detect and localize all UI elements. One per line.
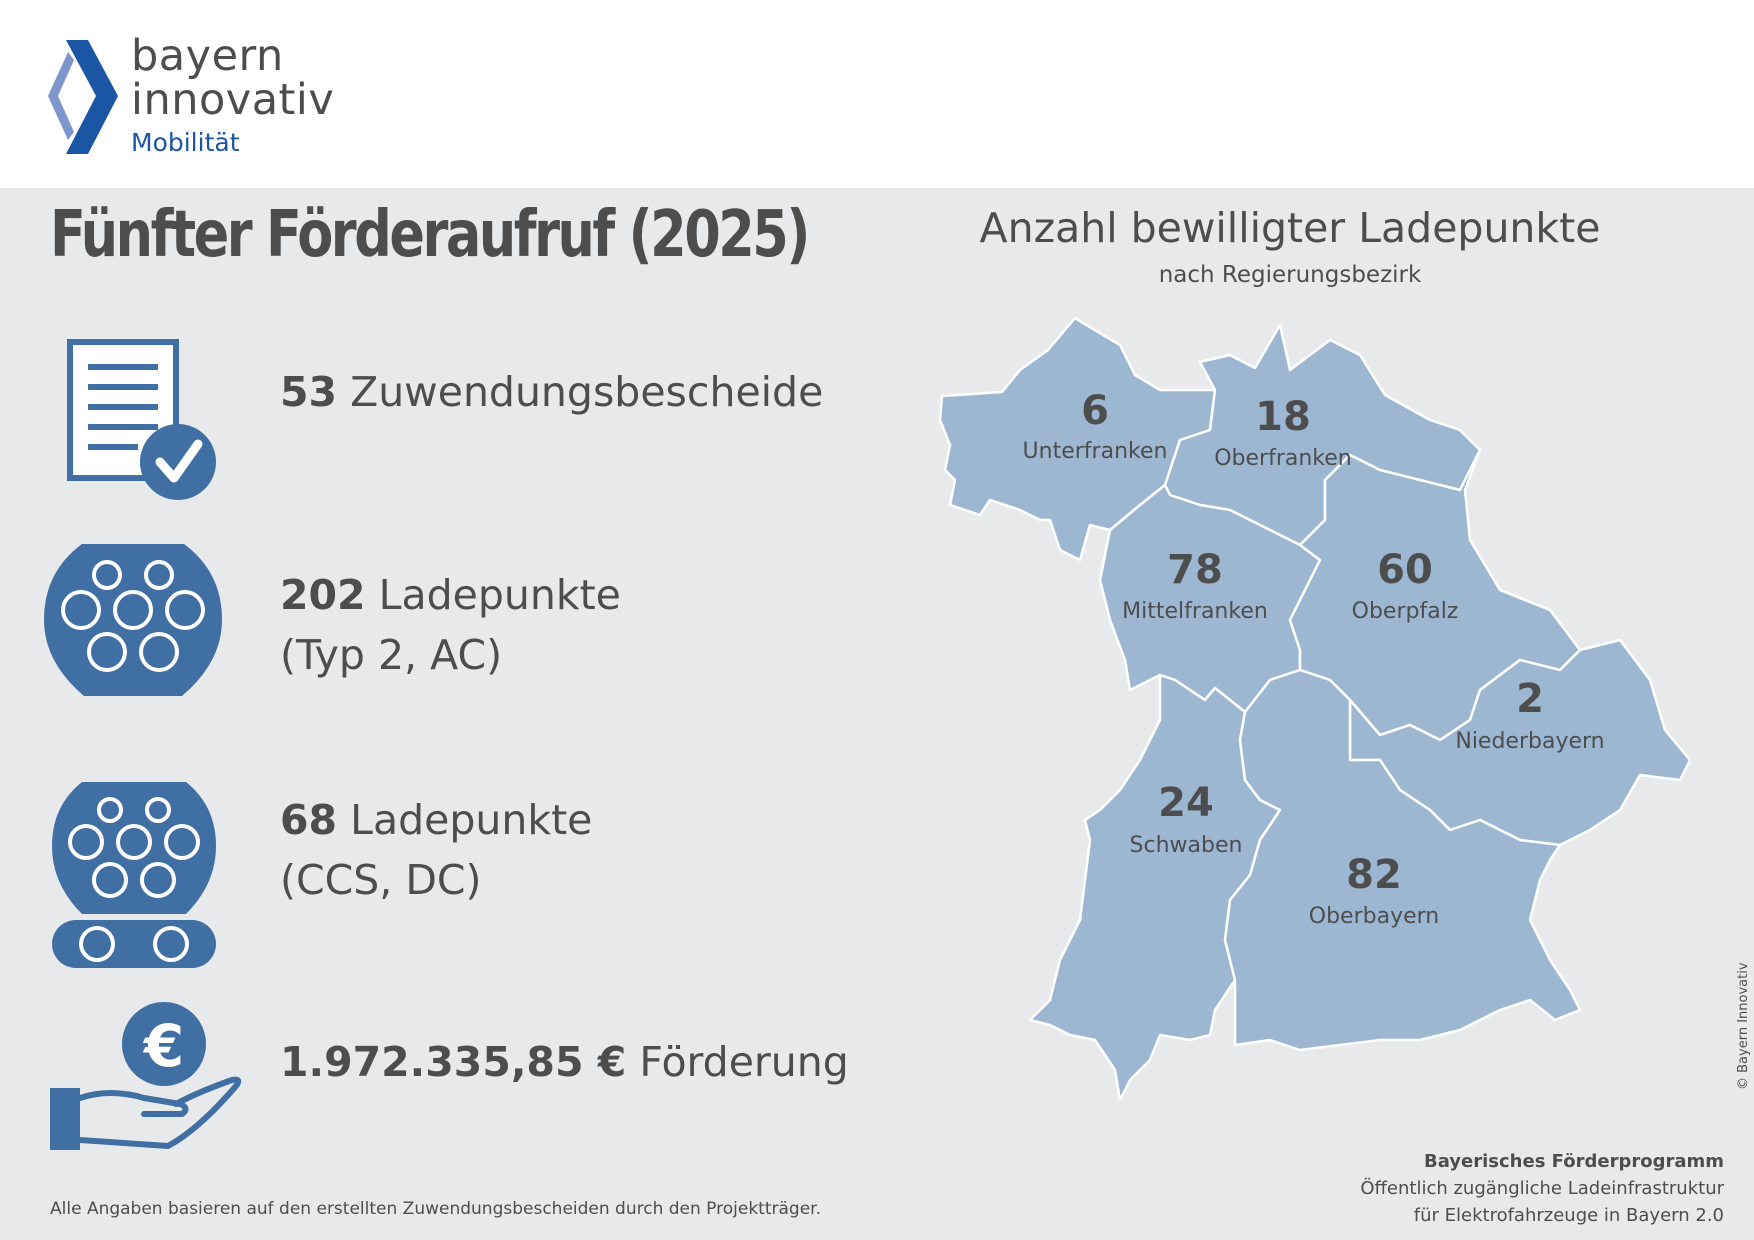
map-subtitle: nach Regierungsbezirk <box>1158 262 1422 288</box>
stat-ac-label: Ladepunkte <box>378 571 621 619</box>
copyright: © Bayern Innovativ <box>1736 962 1751 1090</box>
region-labels: 6 Unterfranken 18 Oberfranken 78 Mittelf… <box>1023 388 1605 929</box>
bavaria-map: 6 Unterfranken 18 Oberfranken 78 Mittelf… <box>938 316 1690 1100</box>
svg-text:€: € <box>142 1012 184 1080</box>
program-info: Bayerisches Förderprogramm Öffentlich zu… <box>1360 1148 1724 1229</box>
document-check-icon <box>67 339 216 500</box>
count-mittelfranken: 78 <box>1167 547 1223 593</box>
stat-ac-type: (Typ 2, AC) <box>280 631 503 679</box>
count-oberpfalz: 60 <box>1377 547 1433 593</box>
region-oberbayern <box>1223 668 1582 1052</box>
stat-dc: 68 Ladepunkte (CCS, DC) <box>280 790 592 910</box>
type2-plug-icon <box>44 544 222 696</box>
bayern-innovativ-logo-icon <box>48 40 118 154</box>
program-line-2: für Elektrofahrzeuge in Bayern 2.0 <box>1413 1205 1724 1226</box>
page-title: Fünfter Förderaufruf (2025) <box>50 198 810 272</box>
label-oberpfalz: Oberpfalz <box>1352 599 1459 624</box>
count-niederbayern: 2 <box>1516 676 1544 722</box>
label-niederbayern: Niederbayern <box>1455 729 1604 754</box>
stat-ac-value: 202 <box>280 571 366 619</box>
stat-funding-value: 1.972.335,85 € <box>280 1038 627 1086</box>
footnote: Alle Angaben basieren auf den erstellten… <box>50 1199 822 1219</box>
stat-dc-value: 68 <box>280 796 338 844</box>
label-mittelfranken: Mittelfranken <box>1122 599 1268 624</box>
label-schwaben: Schwaben <box>1130 833 1243 858</box>
stat-decisions: 53 Zuwendungsbescheide <box>280 362 823 422</box>
logo-subtitle: Mobilität <box>131 128 240 157</box>
label-unterfranken: Unterfranken <box>1023 439 1168 464</box>
stat-funding-label: Förderung <box>639 1038 849 1086</box>
program-title: Bayerisches Förderprogramm <box>1423 1151 1724 1172</box>
map-title: Anzahl bewilligter Ladepunkte <box>979 204 1601 252</box>
stat-ac: 202 Ladepunkte (Typ 2, AC) <box>280 565 621 685</box>
ccs-plug-icon <box>52 782 216 968</box>
program-line-1: Öffentlich zugängliche Ladeinfrastruktur <box>1360 1178 1724 1199</box>
count-oberfranken: 18 <box>1255 394 1311 440</box>
stat-decisions-label: Zuwendungsbescheide <box>350 368 824 416</box>
count-unterfranken: 6 <box>1081 388 1109 434</box>
euro-hand-icon: € <box>50 1002 242 1150</box>
label-oberfranken: Oberfranken <box>1214 446 1352 471</box>
label-oberbayern: Oberbayern <box>1309 904 1439 929</box>
logo-wordmark: bayern innovativ <box>131 34 334 122</box>
logo-line-1: bayern <box>131 31 284 81</box>
stat-funding: 1.972.335,85 € Förderung <box>280 1032 849 1092</box>
count-oberbayern: 82 <box>1346 852 1402 898</box>
count-schwaben: 24 <box>1158 780 1214 826</box>
stat-dc-label: Ladepunkte <box>350 796 593 844</box>
header: bayern innovativ Mobilität <box>0 0 1754 188</box>
stat-decisions-value: 53 <box>280 368 338 416</box>
stat-dc-type: (CCS, DC) <box>280 856 482 904</box>
logo-line-2: innovativ <box>131 75 335 125</box>
